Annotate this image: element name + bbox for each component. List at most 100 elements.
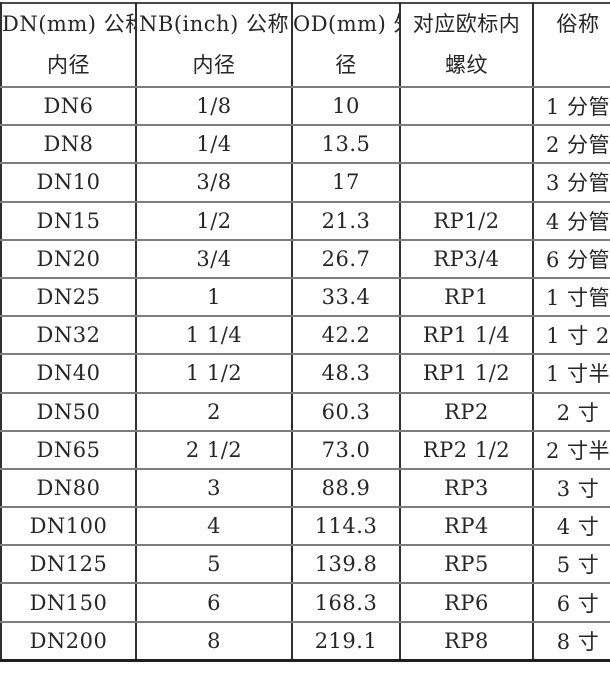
table-cell: [399, 124, 534, 165]
table-row: DN20 3/4 26.7 RP3/4 6 分管: [0, 238, 610, 279]
table-cell: 1: [135, 276, 293, 318]
table-cell: DN20: [0, 238, 137, 279]
table-cell: 1 寸半: [532, 353, 610, 394]
header-cell-euro: 对应欧标内 螺纹: [399, 3, 534, 88]
header-cell-line: DN(mm) 公称: [2, 12, 136, 36]
header-cell-line: 对应欧标内: [412, 12, 521, 36]
table-cell: 5: [135, 544, 293, 585]
table-cell: DN125: [0, 544, 137, 585]
table-cell: DN6: [0, 85, 137, 127]
table-cell: 4 寸: [532, 506, 610, 547]
table-row: DN8 1/4 13.5 2 分管: [0, 124, 610, 165]
header-cell-line: NB(inch) 公称: [139, 12, 289, 36]
table-cell: DN65: [0, 429, 137, 470]
table-cell: DN100: [0, 506, 137, 547]
table-cell: 42.2: [291, 315, 401, 356]
table-cell: RP3/4: [399, 238, 534, 279]
table-cell: DN40: [0, 353, 137, 394]
table-cell: 2 寸半: [532, 429, 610, 470]
table-cell: 13.5: [291, 124, 401, 165]
table-cell: 6 分管: [532, 238, 610, 279]
table-cell: 33.4: [291, 276, 401, 318]
table-cell: 6 寸: [532, 582, 610, 623]
header-cell-line: 内径: [192, 53, 236, 77]
header-cell-line: 俗称: [556, 12, 600, 36]
table-cell: 1 分管: [532, 85, 610, 127]
table-cell: 88.9: [291, 467, 401, 509]
table-cell: DN50: [0, 391, 137, 432]
table-row: DN15 1/2 21.3 RP1/2 4 分管: [0, 200, 610, 241]
table-cell: 1 寸管: [532, 276, 610, 318]
table-cell: RP1 1/2: [399, 353, 534, 394]
table-cell: 3/8: [135, 162, 293, 203]
table-cell: 219.1: [291, 620, 401, 662]
table-cell: 48.3: [291, 353, 401, 394]
table-cell: DN80: [0, 467, 137, 509]
table-cell: RP4: [399, 506, 534, 547]
table-cell: DN150: [0, 582, 137, 623]
table-cell: DN15: [0, 200, 137, 241]
table-cell: 2: [135, 391, 293, 432]
table-cell: 5 寸: [532, 544, 610, 585]
table-cell: 168.3: [291, 582, 401, 623]
table-cell: 3 分管: [532, 162, 610, 203]
table-cell: 2 分管: [532, 124, 610, 165]
table-cell: 10: [291, 85, 401, 127]
table-cell: DN10: [0, 162, 137, 203]
table-row: DN50 2 60.3 RP2 2 寸: [0, 391, 610, 432]
table-row: DN100 4 114.3 RP4 4 寸: [0, 506, 610, 547]
table-cell: 21.3: [291, 200, 401, 241]
table-cell: DN8: [0, 124, 137, 165]
header-cell-line: OD(mm) 外: [293, 12, 398, 36]
table-cell: 139.8: [291, 544, 401, 585]
header-cell-line: 螺纹: [445, 53, 488, 77]
table-row: DN6 1/8 10 1 分管: [0, 85, 610, 127]
table-cell: 3: [135, 467, 293, 509]
table-cell: RP1 1/4: [399, 315, 534, 356]
table-cell: RP2: [399, 391, 534, 432]
table-row: DN32 1 1/4 42.2 RP1 1/4 1 寸 2: [0, 315, 610, 356]
header-cell-line: 径: [335, 53, 357, 77]
table-cell: RP8: [399, 620, 534, 662]
table-cell: 1 寸 2: [532, 315, 610, 356]
table-cell: 8: [135, 620, 293, 662]
table-cell: 60.3: [291, 391, 401, 432]
table-cell: DN200: [0, 620, 137, 662]
table-cell: 26.7: [291, 238, 401, 279]
table-cell: 4: [135, 506, 293, 547]
table-cell: DN25: [0, 276, 137, 318]
table-cell: RP5: [399, 544, 534, 585]
table-cell: 1/2: [135, 200, 293, 241]
table-cell: [399, 162, 534, 203]
table-row: DN80 3 88.9 RP3 3 寸: [0, 467, 610, 509]
header-cell-common: 俗称: [532, 3, 610, 88]
table-cell: RP1/2: [399, 200, 534, 241]
table-cell: RP2 1/2: [399, 429, 534, 470]
table-cell: RP1: [399, 276, 534, 318]
table-cell: 4 分管: [532, 200, 610, 241]
table-cell: 8 寸: [532, 620, 610, 662]
table-cell: DN32: [0, 315, 137, 356]
table-row: DN40 1 1/2 48.3 RP1 1/2 1 寸半: [0, 353, 610, 394]
table-cell: [399, 85, 534, 127]
table-cell: RP6: [399, 582, 534, 623]
table-cell: 1/8: [135, 85, 293, 127]
table-cell: 17: [291, 162, 401, 203]
table-row: DN150 6 168.3 RP6 6 寸: [0, 582, 610, 623]
table-cell: 3/4: [135, 238, 293, 279]
table-cell: RP3: [399, 467, 534, 509]
table-body: DN6 1/8 10 1 分管 DN8 1/4 13.5 2 分管 DN10 3/8 17 3 分管 D…: [0, 85, 610, 662]
table-cell: 114.3: [291, 506, 401, 547]
table-cell: 2 1/2: [135, 429, 293, 470]
header-cell-line: 内径: [47, 53, 90, 77]
table-cell: 6: [135, 582, 293, 623]
table-row: DN125 5 139.8 RP5 5 寸: [0, 544, 610, 585]
header-cell-dn: DN(mm) 公称 内径: [0, 3, 137, 88]
table-cell: 2 寸: [532, 391, 610, 432]
table-row: DN10 3/8 17 3 分管: [0, 162, 610, 203]
table-cell: 1 1/4: [135, 315, 293, 356]
